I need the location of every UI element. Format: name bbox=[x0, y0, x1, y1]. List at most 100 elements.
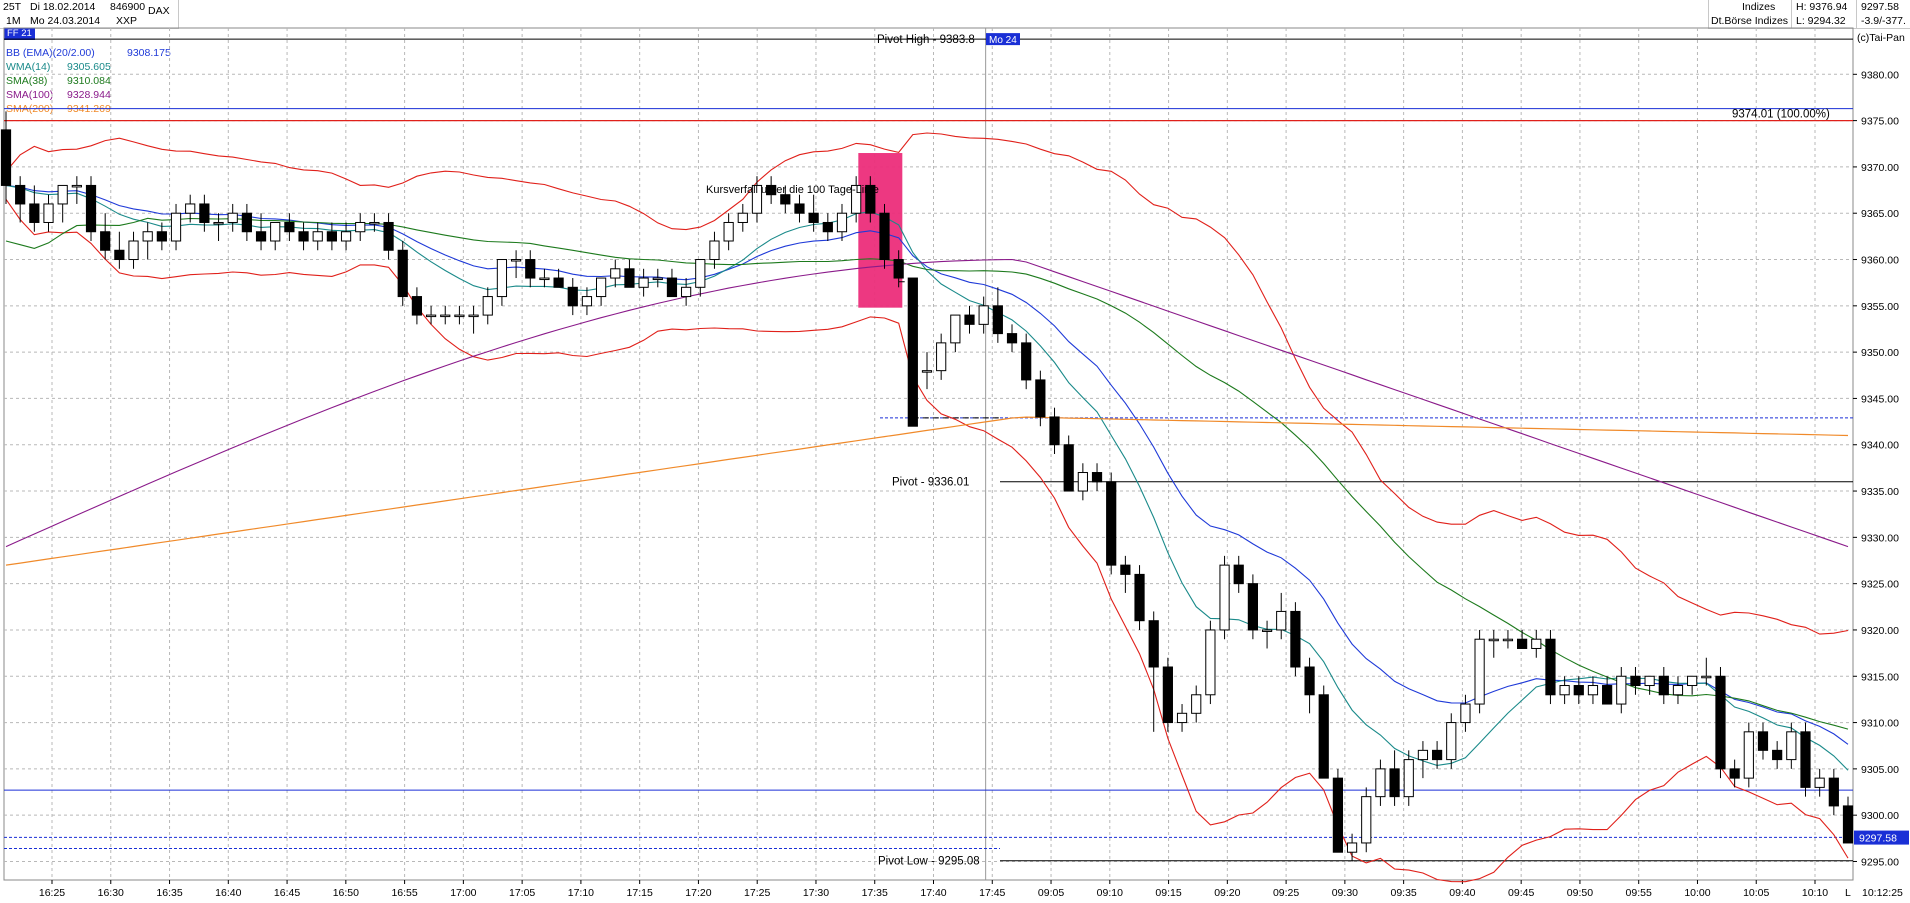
candle-body-107 bbox=[1517, 638, 1528, 649]
candle-body-113 bbox=[1602, 685, 1613, 705]
candle-body-52 bbox=[737, 212, 748, 223]
candle-body-85 bbox=[1205, 629, 1216, 696]
x-tick-label-25: 09:45 bbox=[1508, 887, 1534, 899]
y-tick-label-11: 9325.00 bbox=[1861, 579, 1899, 591]
x-tick-label-17: 09:05 bbox=[1038, 887, 1064, 899]
candle-body-94 bbox=[1332, 777, 1344, 853]
candle-body-49 bbox=[695, 259, 706, 288]
period-label: 25T bbox=[3, 1, 22, 13]
y-tick-label-13: 9315.00 bbox=[1861, 671, 1899, 683]
sma38-line bbox=[5, 217, 1849, 730]
candle-body-40 bbox=[567, 286, 578, 307]
candle-body-19 bbox=[270, 221, 281, 242]
candle-body-45 bbox=[638, 277, 649, 288]
end-marker-label: L bbox=[1845, 887, 1851, 899]
candle-body-101 bbox=[1431, 749, 1443, 761]
x-tick-label-13: 17:30 bbox=[803, 887, 829, 899]
candle-body-7 bbox=[100, 231, 111, 251]
legend-bb: BB (EMA)(20/2.00) 9308.175 bbox=[6, 47, 171, 59]
candle-body-4 bbox=[57, 184, 68, 205]
candle-body-106 bbox=[1502, 638, 1514, 642]
bb-upper-band bbox=[5, 132, 1849, 635]
candle-body-105 bbox=[1488, 638, 1499, 642]
sma100-line bbox=[5, 258, 1849, 548]
candle-body-56 bbox=[794, 203, 805, 214]
candle-body-130 bbox=[1842, 805, 1854, 844]
header-last-box: 9297.58 -3.9/-377. bbox=[1856, 0, 1910, 29]
y-tick-label-10: 9330.00 bbox=[1861, 532, 1899, 544]
low-label: L: 9294.32 bbox=[1796, 15, 1846, 27]
candle-body-97 bbox=[1375, 768, 1386, 798]
candle-body-44 bbox=[624, 268, 635, 288]
candle-body-70 bbox=[992, 305, 1003, 335]
legend-sma100: SMA(100) 9328.944 bbox=[6, 89, 111, 101]
date-to: Mo 24.03.2014 bbox=[30, 15, 101, 27]
candle-body-43 bbox=[610, 268, 621, 279]
x-tick-label-21: 09:25 bbox=[1273, 887, 1299, 899]
ff-tag: FF 21 bbox=[4, 28, 35, 40]
fib-100-label: 9374.01 (100.00%) bbox=[1732, 109, 1830, 121]
candle-body-6 bbox=[85, 184, 97, 233]
high-label: H: 9376.94 bbox=[1796, 1, 1848, 13]
candle-body-104 bbox=[1474, 638, 1485, 705]
y-tick-label-1: 9375.00 bbox=[1861, 116, 1899, 128]
candle-body-91 bbox=[1290, 610, 1301, 668]
y-tick-label-15: 9305.00 bbox=[1861, 764, 1899, 776]
candle-body-18 bbox=[255, 231, 267, 242]
candle-body-117 bbox=[1658, 675, 1669, 696]
legend-wma14: WMA(14) 9305.605 bbox=[6, 61, 111, 73]
x-tick-label-15: 17:40 bbox=[920, 887, 946, 899]
copyright-label: (c)Tai-Pan bbox=[1857, 32, 1905, 44]
x-tick-label-10: 17:15 bbox=[627, 887, 653, 899]
candle-body-38 bbox=[539, 277, 550, 281]
candle-body-115 bbox=[1630, 675, 1641, 687]
y-tick-label-16: 9300.00 bbox=[1861, 810, 1899, 822]
legend-sma38: SMA(38) 9310.084 bbox=[6, 75, 111, 87]
candle-body-8 bbox=[114, 249, 125, 261]
x-tick-label-7: 17:00 bbox=[450, 887, 476, 899]
x-tick-label-6: 16:55 bbox=[391, 887, 417, 899]
candle-body-88 bbox=[1247, 583, 1258, 631]
x-tick-label-24: 09:40 bbox=[1449, 887, 1475, 899]
x-tick-label-2: 16:35 bbox=[156, 887, 182, 899]
candle-body-5 bbox=[71, 184, 82, 188]
candle-body-33 bbox=[468, 314, 479, 318]
y-tick-label-7: 9345.00 bbox=[1861, 393, 1899, 405]
candle-body-64 bbox=[907, 277, 918, 427]
candle-body-95 bbox=[1346, 842, 1358, 853]
candle-body-23 bbox=[326, 231, 337, 242]
wma14-line bbox=[5, 184, 1849, 771]
x-tick-label-30: 10:10 bbox=[1802, 887, 1828, 899]
candle-body-84 bbox=[1191, 694, 1202, 714]
interval-label: 1M bbox=[6, 15, 21, 27]
candle-body-99 bbox=[1403, 759, 1414, 798]
x-tick-label-3: 16:40 bbox=[215, 887, 241, 899]
annotation-note: Kursverfall unter die 100 Tage-Linie bbox=[706, 184, 879, 196]
candle-body-65 bbox=[921, 370, 933, 373]
candle-body-37 bbox=[525, 259, 536, 279]
candle-body-79 bbox=[1120, 564, 1131, 575]
x-tick-label-18: 09:10 bbox=[1097, 887, 1123, 899]
candle-body-75 bbox=[1063, 444, 1074, 492]
candle-body-76 bbox=[1077, 472, 1088, 492]
candle-body-47 bbox=[666, 277, 678, 298]
last-label: 9297.58 bbox=[1861, 1, 1899, 13]
candle-body-46 bbox=[652, 277, 663, 281]
candle-body-92 bbox=[1304, 666, 1315, 696]
candle-body-36 bbox=[510, 259, 522, 262]
candle-body-119 bbox=[1687, 675, 1698, 687]
candle-body-20 bbox=[284, 221, 295, 233]
candle-body-90 bbox=[1276, 610, 1287, 631]
candle-body-80 bbox=[1134, 573, 1145, 622]
candle-body-55 bbox=[780, 194, 791, 205]
candle-body-31 bbox=[440, 314, 451, 318]
candle-body-96 bbox=[1361, 796, 1372, 844]
candle-body-25 bbox=[355, 221, 366, 233]
candle-body-35 bbox=[496, 259, 508, 298]
x-tick-label-0: 16:25 bbox=[39, 887, 65, 899]
candle-body-112 bbox=[1587, 685, 1599, 696]
symbol-code: 846900 bbox=[110, 1, 146, 13]
candle-body-14 bbox=[199, 203, 210, 223]
